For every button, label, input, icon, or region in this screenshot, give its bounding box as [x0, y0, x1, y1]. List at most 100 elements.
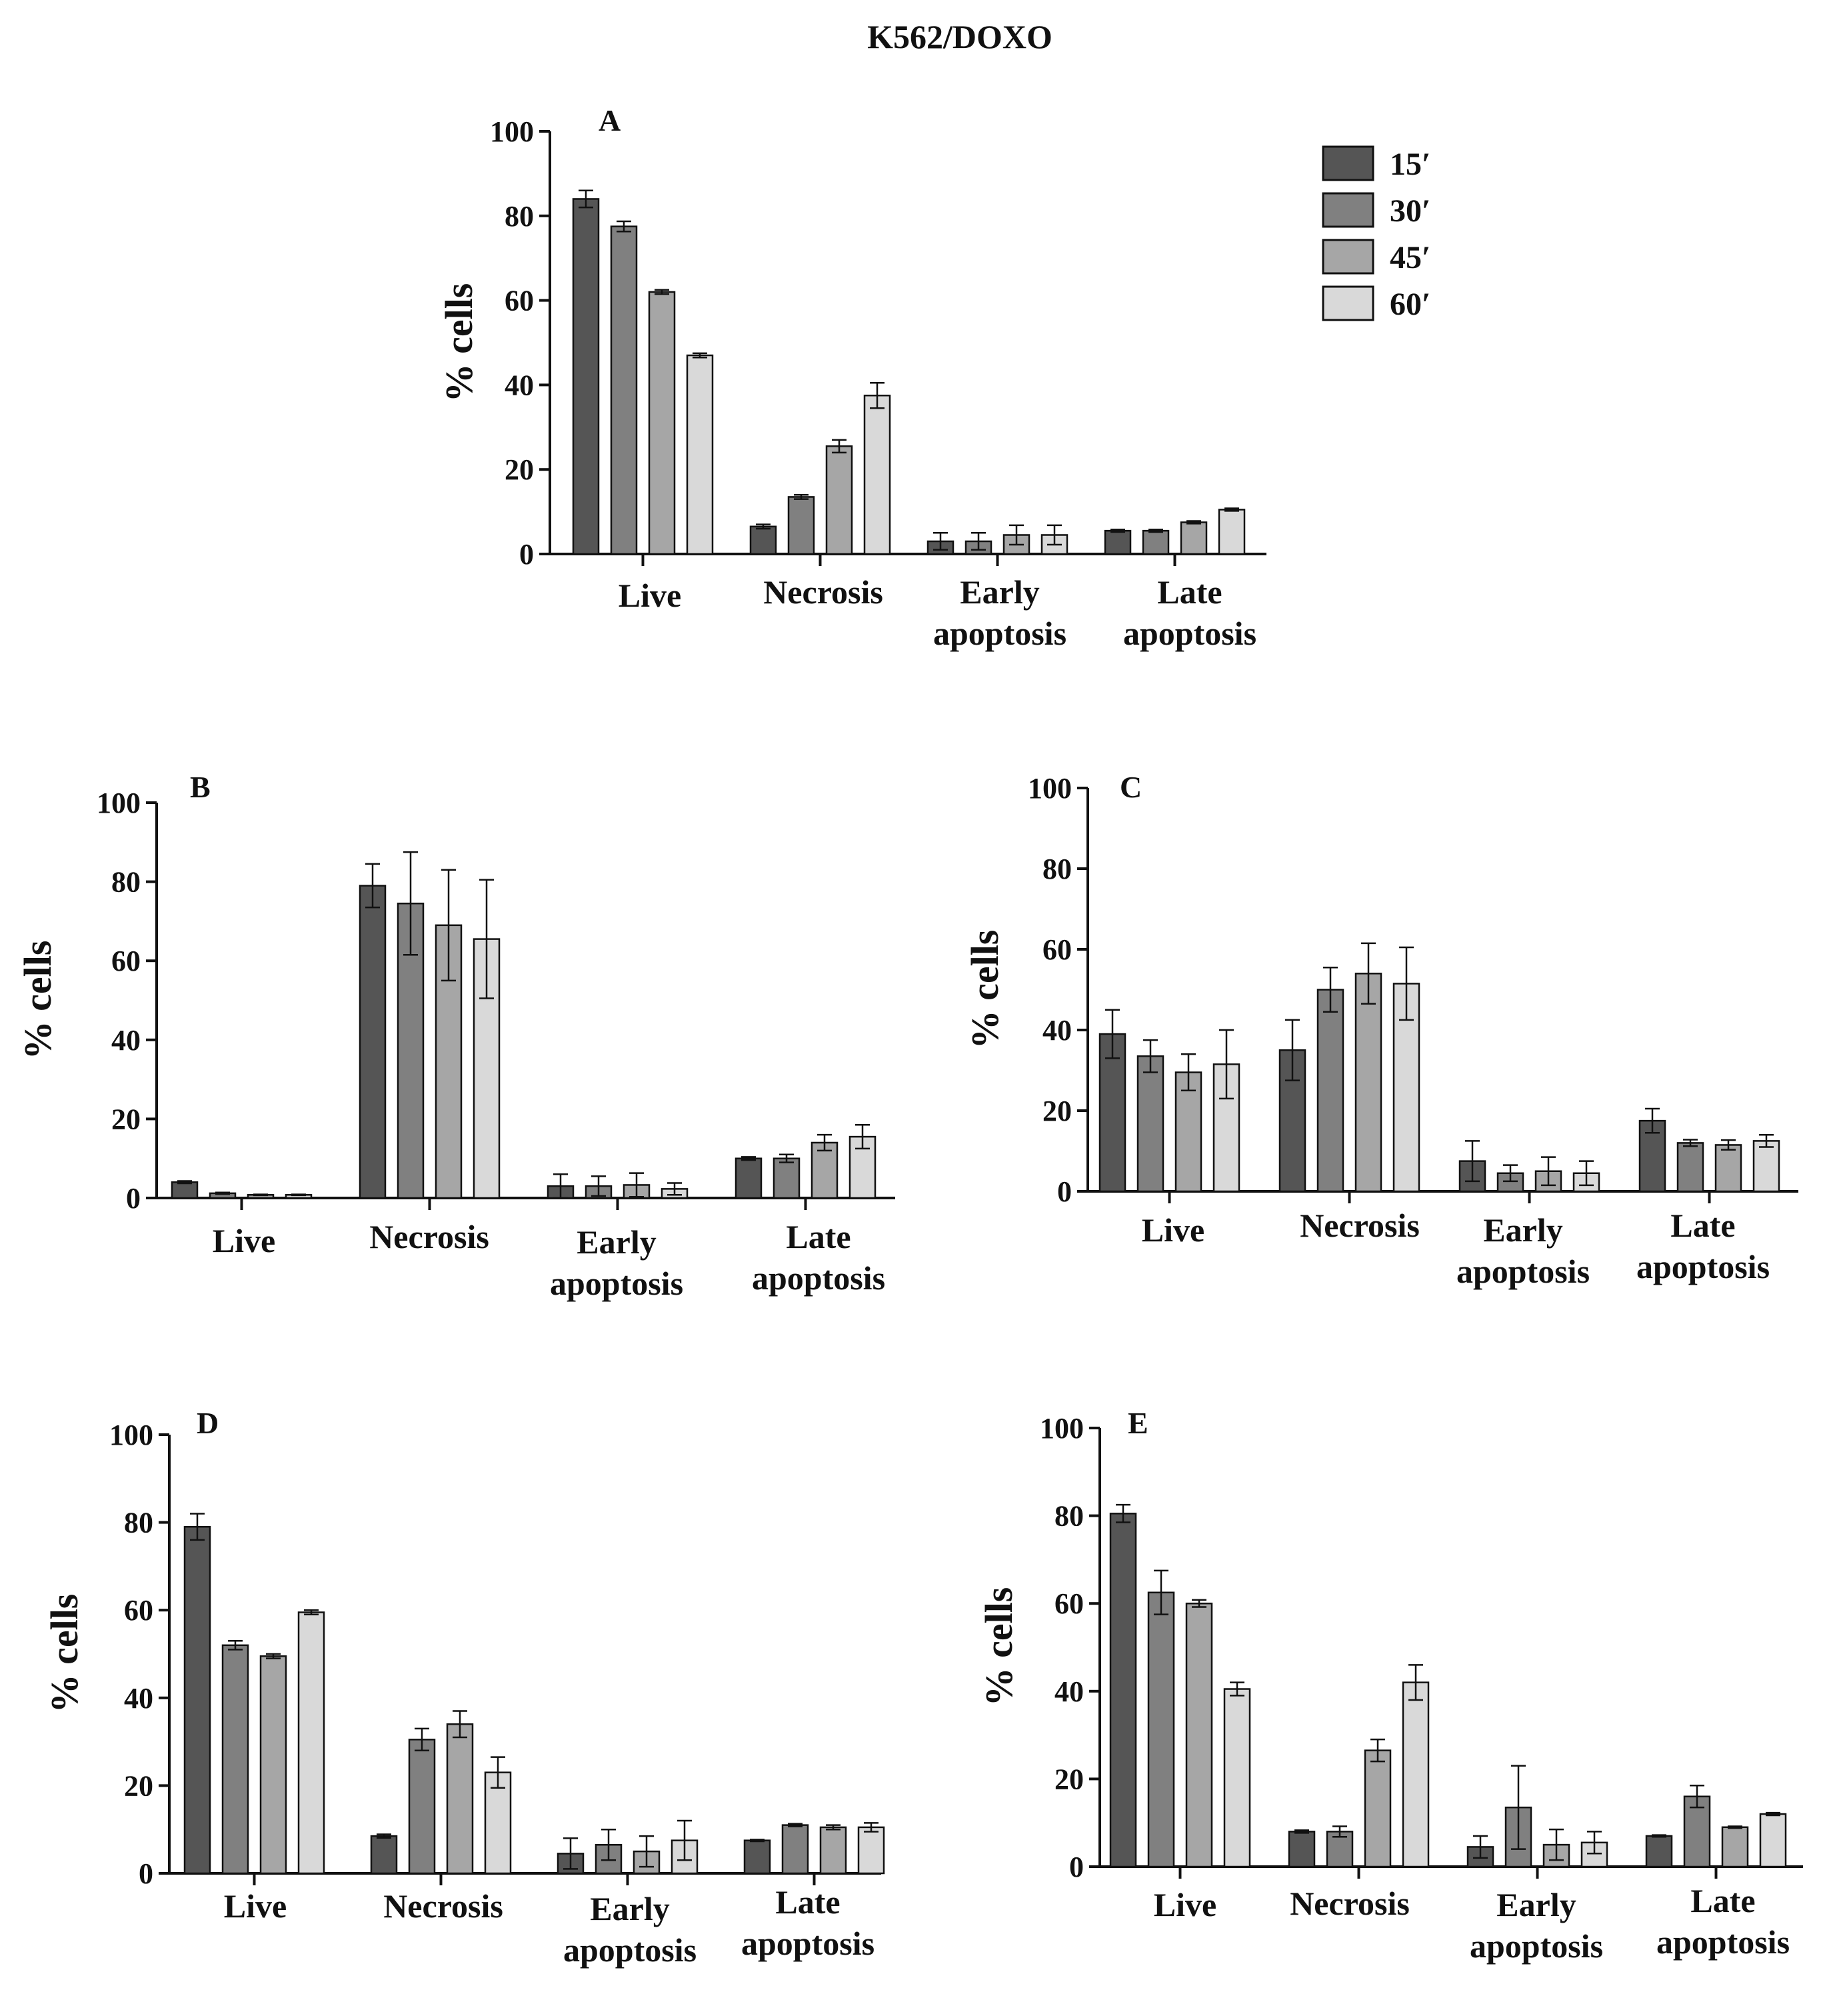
x-category-label: Live: [1142, 1211, 1204, 1249]
x-category-label: Late: [1670, 1207, 1735, 1244]
x-category-label: Live: [224, 1887, 287, 1925]
bar-late-apoptosis-1: [1645, 1835, 1673, 1868]
legend-swatch: [1322, 145, 1374, 181]
x-category-label: apoptosis: [933, 615, 1066, 652]
bar-late-apoptosis-4: [1218, 509, 1246, 555]
x-category-label: Early: [590, 1890, 669, 1927]
bar-necrosis-1: [359, 885, 387, 1199]
x-category-label: Necrosis: [763, 573, 883, 611]
legend-label: 45′: [1390, 240, 1431, 275]
y-axis-title: % cells: [437, 283, 481, 403]
x-category-label: Necrosis: [369, 1218, 489, 1255]
y-tick-label: 80: [505, 200, 534, 233]
legend-swatch: [1322, 285, 1374, 321]
chart-panel-a: A 0 20 40 60 80 100 % cells Live Necrosis Early apo…: [437, 103, 1266, 652]
y-tick-label: 40: [1042, 1014, 1072, 1047]
bar-late-apoptosis-1: [743, 1839, 771, 1875]
bar-necrosis-1: [370, 1835, 398, 1875]
bar-late-apoptosis-4: [1752, 1140, 1780, 1193]
bar-necrosis-4: [863, 395, 891, 555]
x-category-label: apoptosis: [1656, 1923, 1790, 1961]
x-category-label: Live: [213, 1222, 275, 1259]
bar-live-2: [221, 1644, 249, 1875]
y-tick-label: 100: [1028, 772, 1072, 805]
x-category-label: Early: [1496, 1886, 1576, 1923]
y-axis-title: % cells: [16, 941, 59, 1060]
x-category-label: Necrosis: [1300, 1207, 1420, 1244]
bar-late-apoptosis-2: [1142, 529, 1170, 555]
x-category-label: apoptosis: [563, 1931, 697, 1969]
x-category-label: Live: [1154, 1886, 1216, 1923]
bar-late-apoptosis-4: [849, 1135, 877, 1199]
bar-late-apoptosis-3: [1714, 1144, 1742, 1193]
y-tick-label: 100: [109, 1419, 153, 1451]
bar-late-apoptosis-2: [781, 1824, 809, 1875]
x-category-label: Late: [786, 1218, 851, 1255]
bar-late-apoptosis-1: [1104, 529, 1132, 555]
panel-letter: D: [197, 1406, 219, 1440]
bar-late-apoptosis-4: [857, 1826, 885, 1875]
chart-panel-e: E 0 20 40 60 80 100 % cells Live Necrosis Early apo…: [977, 1406, 1803, 1965]
bar-live-4: [1212, 1063, 1240, 1193]
x-category-label: Live: [619, 577, 681, 614]
bar-live-3: [648, 291, 676, 555]
x-category-label: Late: [1157, 573, 1222, 611]
x-category-label: apoptosis: [1123, 615, 1256, 652]
y-tick-label: 40: [505, 369, 534, 401]
y-tick-label: 0: [519, 538, 534, 571]
y-tick-label: 20: [1042, 1095, 1072, 1127]
x-category-label: Early: [577, 1223, 656, 1261]
bar-live-1: [1098, 1033, 1126, 1193]
y-tick-label: 20: [111, 1103, 141, 1135]
chart-panel-c: C 0 20 40 60 80 100 % cells Live Necrosis Early apo…: [963, 770, 1798, 1290]
bar-live-1: [1109, 1513, 1137, 1868]
y-tick-label: 80: [1054, 1500, 1084, 1533]
legend-swatch: [1322, 239, 1374, 275]
chart-panels: A 0 20 40 60 80 100 % cells Live Necrosis Early apo…: [16, 103, 1803, 1969]
bar-necrosis-3: [1364, 1749, 1392, 1868]
bar-live-1: [171, 1181, 199, 1199]
bar-late-apoptosis-2: [773, 1157, 801, 1199]
bar-necrosis-2: [408, 1739, 436, 1875]
y-tick-label: 0: [126, 1182, 141, 1215]
bar-necrosis-1: [749, 525, 777, 555]
y-tick-label: 60: [1054, 1587, 1084, 1620]
bar-necrosis-3: [825, 445, 853, 555]
y-tick-label: 80: [1042, 853, 1072, 885]
figure-title: K562/DOXO: [867, 18, 1052, 55]
x-category-label: Late: [1690, 1882, 1755, 1919]
x-category-label: apoptosis: [550, 1265, 683, 1302]
y-tick-label: 80: [124, 1507, 153, 1539]
x-category-label: Late: [775, 1883, 840, 1921]
y-tick-label: 100: [97, 787, 141, 819]
bar-necrosis-4: [1402, 1681, 1430, 1868]
bar-live-4: [1223, 1688, 1251, 1868]
bar-live-2: [1147, 1591, 1175, 1868]
bar-live-2: [610, 225, 638, 555]
x-category-label: apoptosis: [1470, 1927, 1603, 1965]
bar-live-4: [686, 354, 714, 555]
panel-letter: C: [1120, 770, 1142, 804]
legend: 15′ 30′ 45′ 60′: [1322, 145, 1431, 322]
y-tick-label: 0: [139, 1857, 153, 1890]
y-tick-label: 0: [1069, 1851, 1084, 1883]
bar-late-apoptosis-4: [1759, 1813, 1787, 1868]
legend-label: 30′: [1390, 193, 1431, 229]
y-tick-label: 40: [124, 1682, 153, 1715]
y-axis-title: % cells: [43, 1594, 86, 1713]
y-tick-label: 60: [1042, 933, 1072, 966]
y-tick-label: 60: [505, 285, 534, 317]
x-category-label: Early: [960, 573, 1039, 611]
bar-late-apoptosis-3: [1180, 521, 1208, 555]
bar-late-apoptosis-3: [819, 1826, 847, 1875]
legend-label: 15′: [1390, 147, 1431, 182]
bar-late-apoptosis-2: [1676, 1142, 1704, 1193]
x-category-label: apoptosis: [1636, 1248, 1770, 1285]
y-tick-label: 20: [505, 453, 534, 486]
bar-late-apoptosis-3: [1721, 1826, 1749, 1868]
y-tick-label: 80: [111, 866, 141, 899]
panel-letter: E: [1128, 1406, 1148, 1440]
y-tick-label: 60: [111, 945, 141, 977]
y-axis-title: % cells: [977, 1587, 1020, 1707]
